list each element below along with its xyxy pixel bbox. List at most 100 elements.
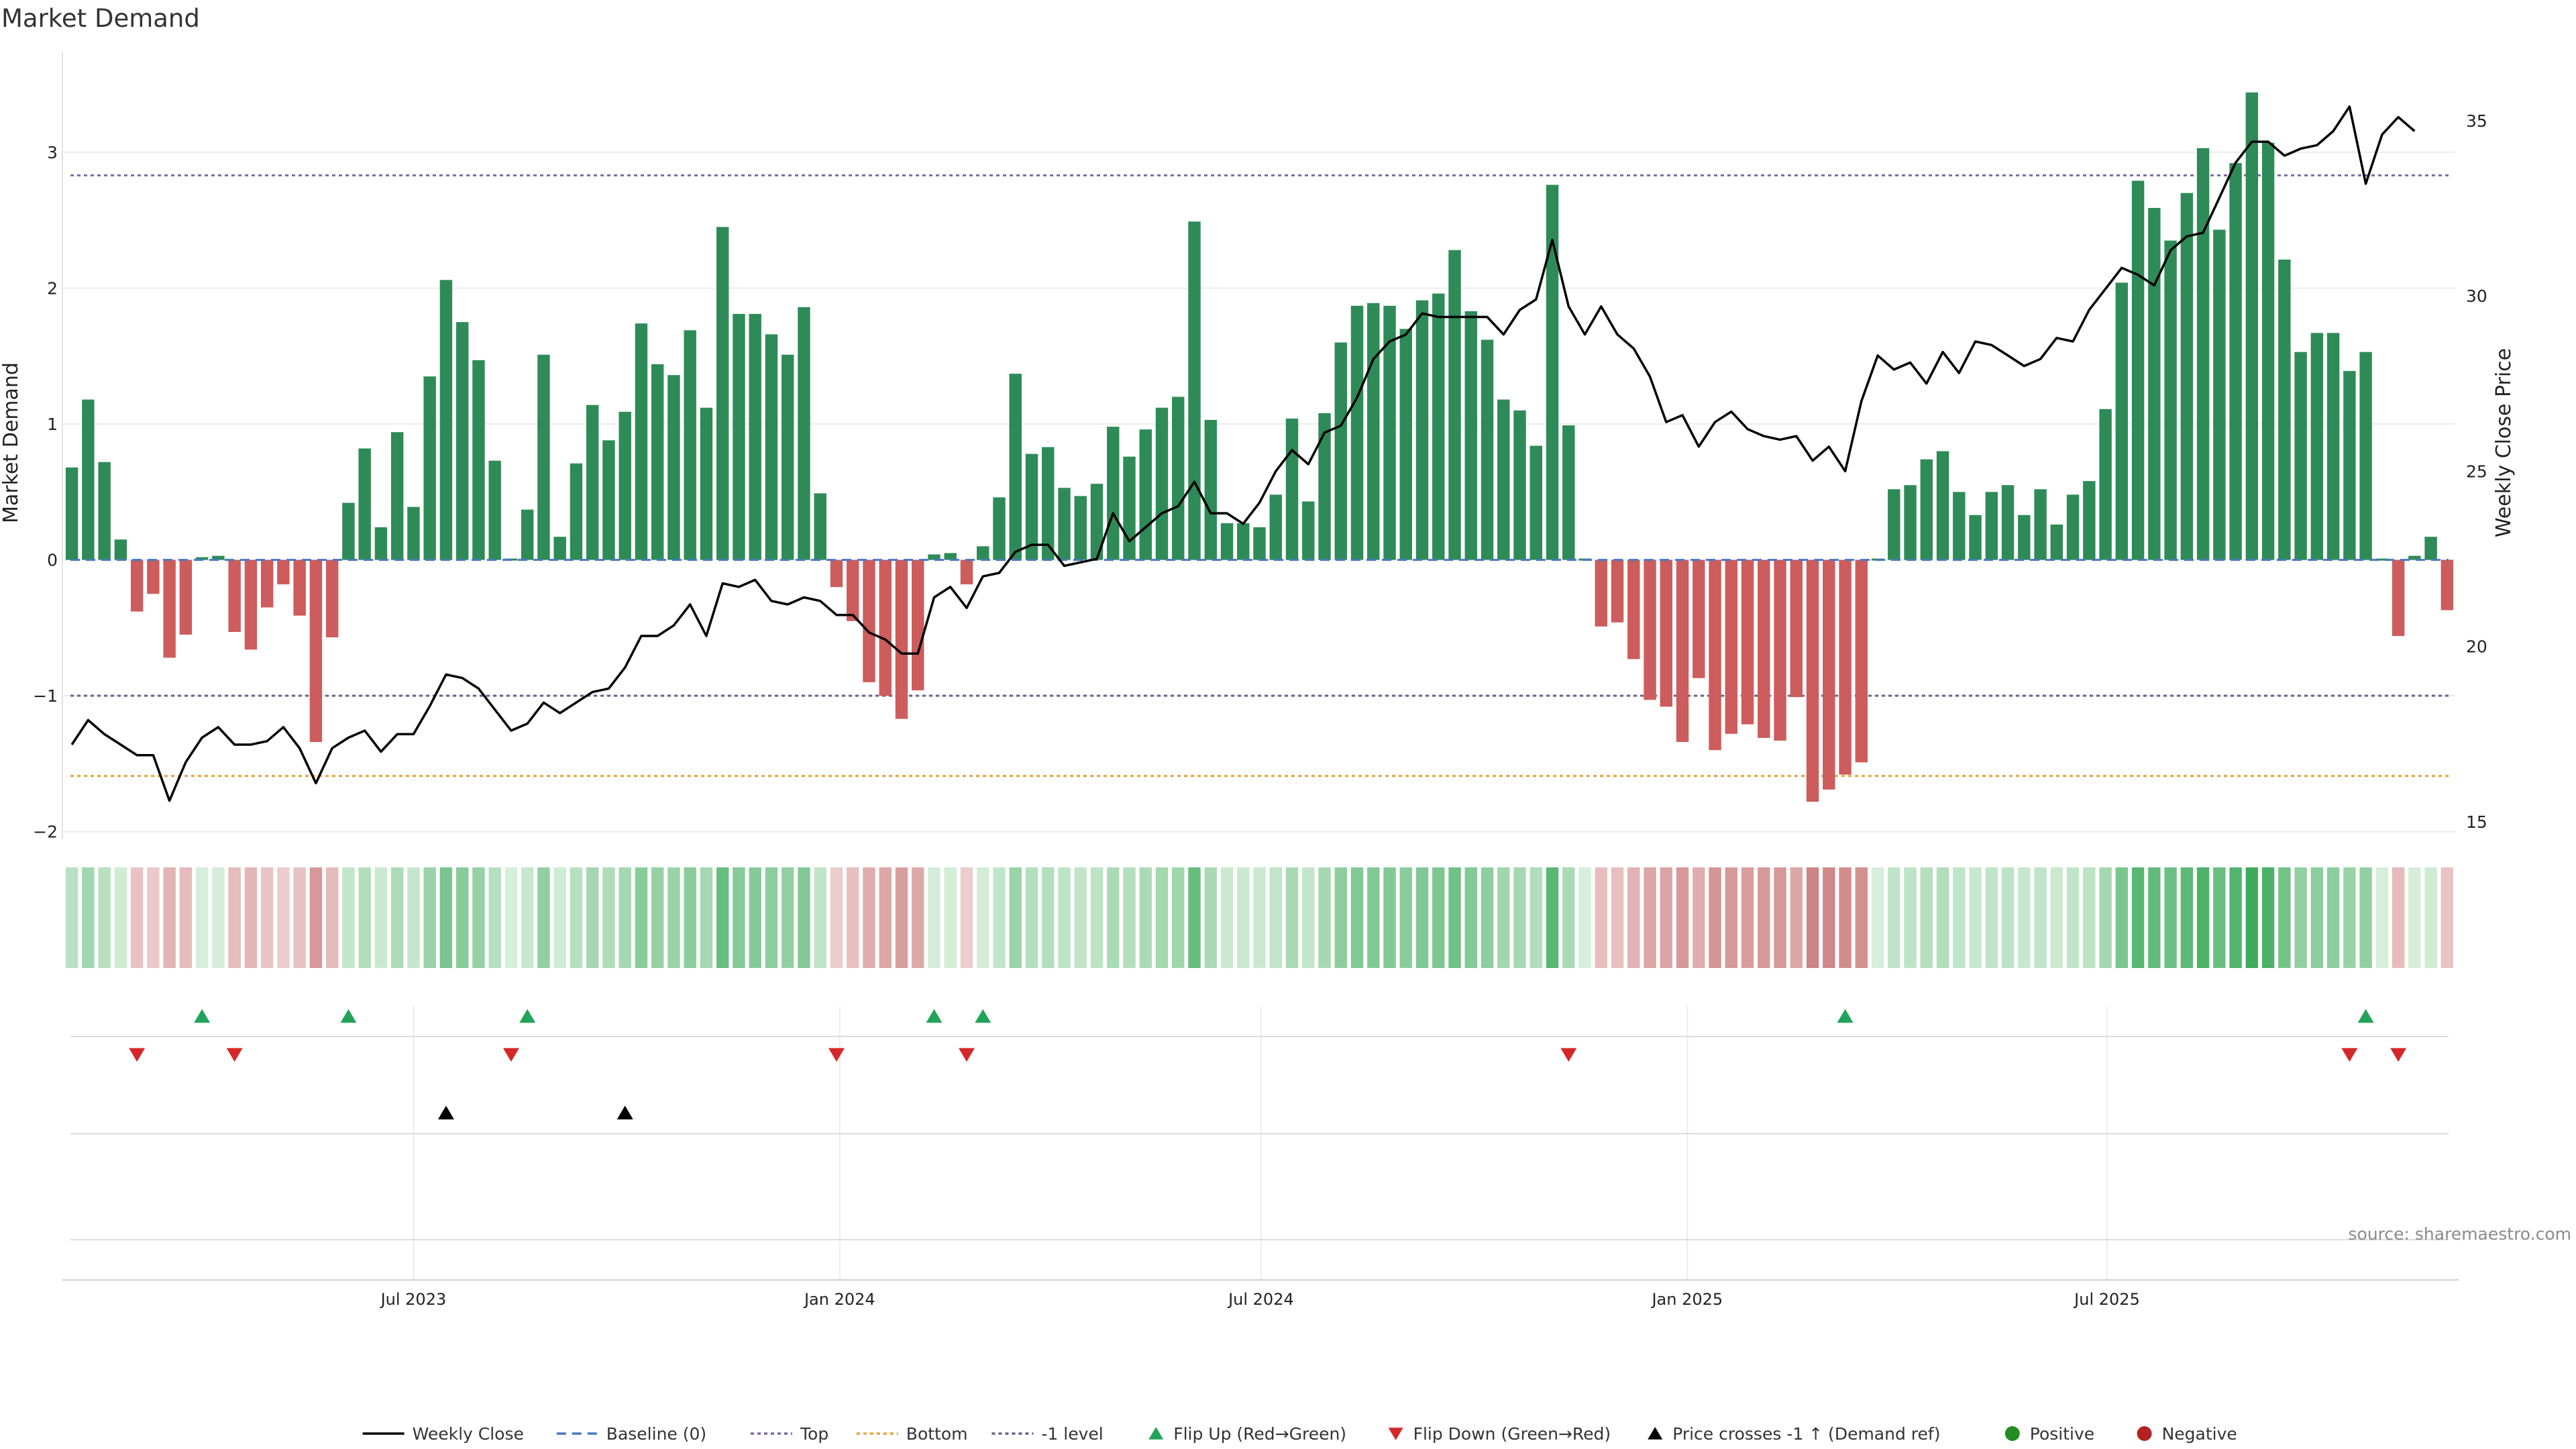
legend-label: -1 level [1041, 1424, 1103, 1444]
heat-cell [977, 867, 989, 968]
demand-bar [2424, 537, 2437, 560]
demand-bar [1855, 559, 1868, 763]
y-tick-label-left: −1 [33, 686, 58, 706]
demand-bar [928, 554, 941, 560]
heat-cell [1839, 867, 1851, 968]
demand-bar [1839, 559, 1851, 775]
heat-cell [1350, 867, 1364, 968]
heat-cell [130, 867, 144, 968]
demand-bar [407, 506, 420, 560]
heat-cell [570, 867, 583, 968]
heat-cell [1660, 867, 1673, 968]
marker-rows [70, 1009, 2449, 1240]
heat-cell [1969, 867, 1982, 968]
demand-bar [163, 559, 176, 658]
demand-bar [1741, 559, 1754, 724]
axes-layer: 3 2 1 0 −1 −2 35 30 25 20 15 [33, 52, 2487, 842]
x-tick-label: Jul 2023 [380, 1290, 447, 1309]
heat-cell [439, 867, 453, 968]
demand-bar [667, 375, 680, 560]
heat-cell [1204, 867, 1217, 968]
heat-cell [1806, 867, 1819, 968]
demand-bar [1383, 305, 1396, 560]
heat-cell [114, 867, 127, 968]
heat-cell [586, 867, 599, 968]
demand-bar [293, 559, 306, 616]
source-label: source: sharemaestro.com [2349, 1224, 2572, 1244]
demand-bar [1074, 496, 1087, 560]
demand-bar [2229, 163, 2242, 560]
heat-cell [407, 867, 420, 968]
demand-bar [472, 360, 485, 560]
flip-up-marker [2357, 1009, 2374, 1023]
demand-bar [879, 559, 892, 696]
heat-cell [1448, 867, 1461, 968]
heat-cell [537, 867, 550, 968]
heat-cell [2343, 867, 2356, 968]
heat-cell [1302, 867, 1315, 968]
heat-cell [553, 867, 566, 968]
heat-cell [1269, 867, 1282, 968]
heat-cell [2196, 867, 2210, 968]
demand-bar [911, 559, 924, 691]
heat-cell [2050, 867, 2063, 968]
heat-cell [1074, 867, 1087, 968]
flip-up-marker [1837, 1009, 1854, 1023]
heat-cell [993, 867, 1006, 968]
demand-bar [212, 555, 225, 560]
demand-bar [1334, 342, 1347, 560]
demand-bar [455, 322, 469, 560]
demand-bar [1253, 527, 1266, 560]
demand-bar [2099, 409, 2112, 560]
heat-cell [1676, 867, 1689, 968]
y-tick-label-right: 15 [2466, 812, 2487, 832]
demand-bar [1888, 489, 1900, 560]
legend-item: Baseline (0) [556, 1424, 706, 1444]
heat-cell [423, 867, 436, 968]
demand-bar [423, 376, 436, 560]
heat-cell [1513, 867, 1526, 968]
legend-item: Positive [2004, 1424, 2094, 1444]
y-tick-label-left: 2 [47, 278, 58, 298]
demand-bar [1107, 427, 1120, 560]
demand-bar [439, 280, 453, 560]
legend-item: Top [751, 1424, 828, 1444]
heat-cell [1627, 867, 1640, 968]
demand-bar [1123, 456, 1136, 560]
demand-bar [2131, 180, 2145, 560]
heat-cell [798, 867, 810, 968]
heat-cell [1481, 867, 1494, 968]
heat-cell [1693, 867, 1705, 968]
heat-cell [651, 867, 664, 968]
demand-bar [2115, 282, 2129, 560]
demand-bar [1025, 453, 1038, 560]
heat-cell [2392, 867, 2405, 968]
demand-bar [228, 559, 241, 632]
demand-bar [1237, 523, 1250, 560]
heat-cell [1220, 867, 1234, 968]
legend-icon-circle [2137, 1426, 2152, 1441]
heat-cell [1985, 867, 1998, 968]
flip-down-marker [129, 1048, 146, 1062]
heat-cell [488, 867, 501, 968]
demand-bar [1790, 559, 1803, 698]
heat-cell [309, 867, 323, 968]
heat-cell [358, 867, 371, 968]
demand-bar [586, 405, 599, 560]
heat-cell [342, 867, 355, 968]
demand-bar [895, 559, 908, 719]
demand-bar [798, 307, 810, 560]
heat-cell [2066, 867, 2080, 968]
chart-title: Market Demand [1, 4, 200, 33]
demand-bar [390, 432, 404, 560]
heat-cell [863, 867, 875, 968]
legend-item: Weekly Close [362, 1424, 524, 1444]
flip-up-marker [519, 1009, 536, 1023]
heat-cell [1009, 867, 1022, 968]
heat-cell [2359, 867, 2372, 968]
demand-bar [1090, 484, 1104, 560]
demand-bar [2213, 229, 2226, 560]
demand-bar [1953, 492, 1966, 560]
demand-bar [977, 546, 989, 560]
